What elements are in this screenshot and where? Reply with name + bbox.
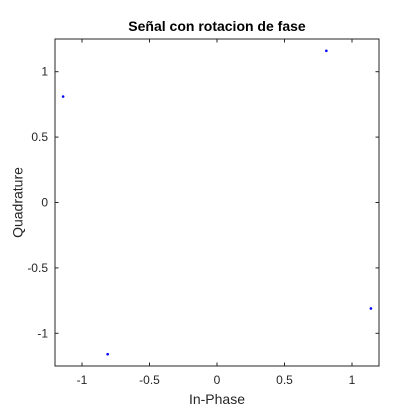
y-tick-label: 0.5 xyxy=(31,130,48,144)
x-tick-label: -0.5 xyxy=(139,373,160,387)
plot-area xyxy=(55,39,379,366)
x-tick-label: -1 xyxy=(77,373,88,387)
x-tick-label: 0 xyxy=(214,373,221,387)
y-tick-label: 0 xyxy=(41,196,48,210)
y-axis-label: Quadrature xyxy=(10,167,26,238)
x-axis-label: In-Phase xyxy=(189,391,245,407)
y-tick-label: -1 xyxy=(37,326,48,340)
x-tick-label: 0.5 xyxy=(276,373,293,387)
data-point xyxy=(106,353,109,356)
data-point xyxy=(370,307,373,310)
y-tick-label: -0.5 xyxy=(27,261,48,275)
data-point xyxy=(62,95,65,98)
x-tick-label: 1 xyxy=(349,373,356,387)
data-point xyxy=(325,49,328,52)
y-tick-label: 1 xyxy=(41,65,48,79)
chart-title: Señal con rotacion de fase xyxy=(128,18,306,34)
